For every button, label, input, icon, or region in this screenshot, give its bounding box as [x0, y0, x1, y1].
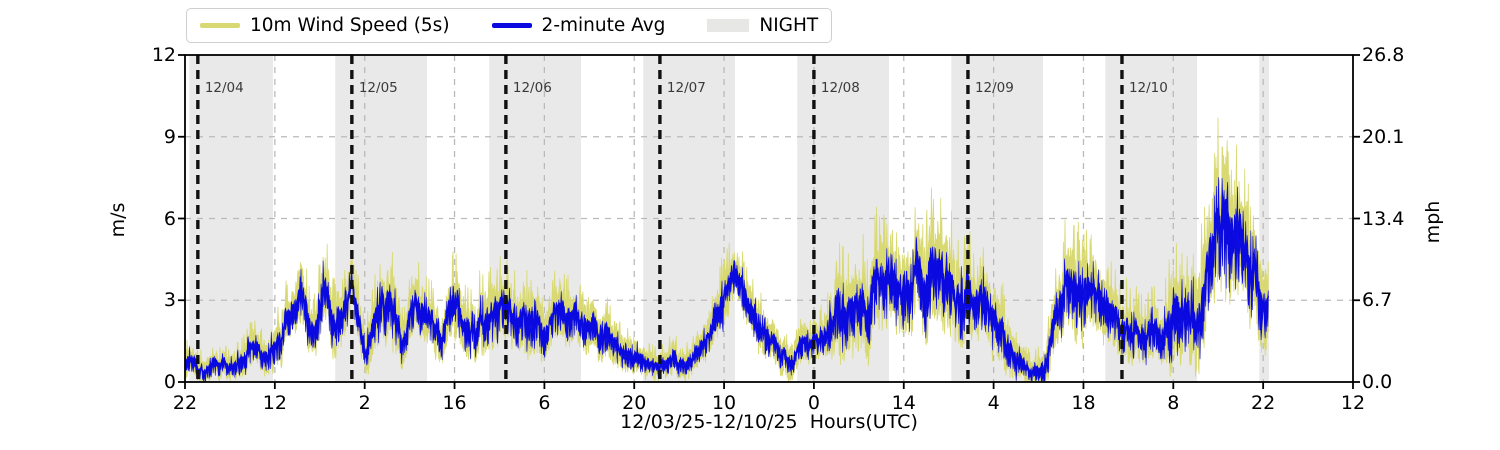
x-tick-label: 0 — [807, 392, 820, 414]
night-patch-swatch — [707, 19, 750, 32]
x-tick-label: 12 — [1340, 392, 1366, 414]
x-tick-label: 22 — [1251, 392, 1276, 414]
x-tick-label: 18 — [1071, 392, 1096, 414]
y-axis-label-left: m/s — [107, 202, 129, 238]
day-marker-label: 12/04 — [204, 80, 244, 96]
x-tick-label: 4 — [987, 392, 1000, 414]
legend-item-night: NIGHT — [707, 15, 818, 36]
day-marker-label: 12/08 — [820, 80, 860, 96]
legend-label-avg: 2-minute Avg — [541, 15, 666, 36]
x-tick-label: 6 — [538, 392, 551, 414]
day-marker-label: 12/07 — [666, 80, 706, 96]
y-tick-label-right: 6.7 — [1362, 289, 1393, 312]
raw-series-line-swatch — [200, 23, 240, 28]
x-tick-label: 22 — [172, 392, 198, 414]
y-tick-label-right: 0.0 — [1362, 371, 1393, 393]
legend-item-avg: 2-minute Avg — [491, 15, 666, 36]
x-tick-label: 2 — [358, 392, 371, 414]
avg-wind-speed-series — [184, 177, 1269, 382]
legend-label-raw: 10m Wind Speed (5s) — [250, 15, 450, 36]
x-tick-label: 20 — [622, 392, 647, 414]
avg-series-line-swatch — [491, 23, 532, 28]
x-axis-label: 12/03/25-12/10/25 Hours(UTC) — [620, 411, 918, 433]
y-tick-label-left: 6 — [163, 207, 176, 230]
day-marker-label: 12/05 — [358, 80, 398, 96]
x-tick-label: 16 — [442, 392, 467, 414]
day-marker-label: 12/06 — [512, 80, 552, 96]
avg-wind-speed-line — [184, 203, 1269, 378]
day-marker-label: 12/10 — [1128, 80, 1168, 96]
x-tick-label: 10 — [711, 392, 737, 414]
y-tick-label-left: 0 — [163, 371, 176, 393]
x-tick-label: 14 — [891, 392, 916, 414]
x-tick-label: 12 — [262, 392, 287, 414]
y-axis-label-right: mph — [1422, 200, 1444, 244]
legend-item-raw: 10m Wind Speed (5s) — [200, 15, 450, 36]
y-tick-label-right: 20.1 — [1362, 125, 1405, 148]
x-tick-label: 8 — [1167, 392, 1180, 414]
y-tick-label-left: 9 — [163, 125, 176, 148]
y-tick-label-left: 3 — [163, 289, 176, 312]
y-tick-label-right: 26.8 — [1362, 44, 1405, 66]
legend: 10m Wind Speed (5s) 2-minute Avg NIGHT — [186, 8, 833, 43]
night-band — [1259, 55, 1269, 382]
day-marker-label: 12/09 — [974, 80, 1014, 96]
y-tick-label-left: 12 — [151, 44, 176, 66]
legend-label-night: NIGHT — [759, 15, 819, 36]
y-tick-label-right: 13.4 — [1362, 207, 1405, 230]
